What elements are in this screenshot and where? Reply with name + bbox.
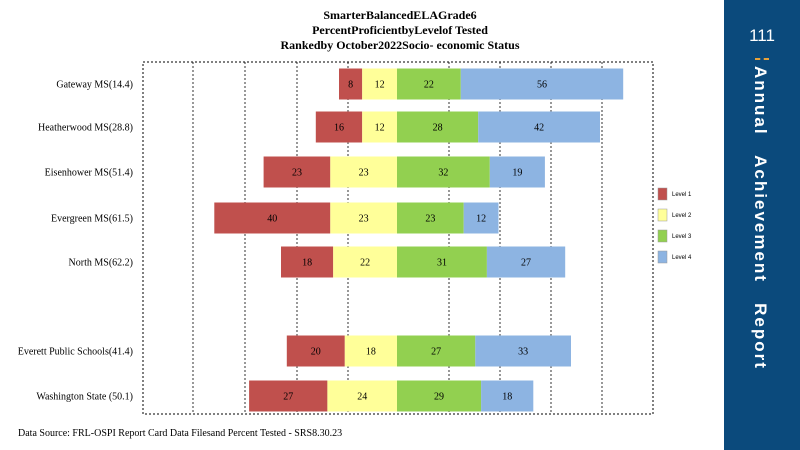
legend-swatch	[657, 229, 668, 243]
data-label: 22	[360, 258, 370, 269]
bar-level1	[339, 68, 363, 100]
data-label: 23	[425, 214, 435, 225]
plot-area-border	[142, 61, 654, 415]
data-label: 12	[375, 123, 385, 134]
legend: Level 1 Level 2 Level 3 Level 4	[657, 187, 692, 264]
bar-level3	[397, 156, 490, 188]
bar-level2	[362, 68, 397, 100]
chart-title-line-1: SmarterBalancedELAGrade6	[323, 8, 477, 22]
bar-level4	[475, 335, 571, 367]
category-label: Heatherwood MS(28.8)	[38, 123, 133, 134]
bar-level1	[263, 156, 331, 188]
data-label: 16	[334, 123, 344, 134]
data-label: 18	[502, 392, 512, 403]
data-label: 24	[357, 392, 367, 403]
data-label: 8	[348, 80, 353, 91]
bar-level3	[397, 202, 464, 234]
data-label: 23	[292, 168, 302, 179]
category-label: North MS(62.2)	[69, 258, 133, 269]
bar-level3	[397, 68, 461, 100]
bar-level1	[315, 111, 363, 143]
bar-level3	[397, 380, 482, 412]
data-label: 27	[521, 258, 531, 269]
data-label: 20	[311, 347, 321, 358]
bar-level4	[478, 111, 600, 143]
data-label: 19	[512, 168, 522, 179]
bar-level4	[481, 380, 534, 412]
data-label: 18	[366, 347, 376, 358]
category-label: Gateway MS(14.4)	[56, 80, 133, 91]
data-label: 40	[267, 214, 277, 225]
data-label: 22	[424, 80, 434, 91]
category-label: Everett Public Schools(41.4)	[18, 347, 133, 358]
data-label: 27	[283, 392, 293, 403]
category-label: Evergreen MS(61.5)	[51, 214, 133, 225]
data-label: 28	[433, 123, 443, 134]
bar-level4	[463, 202, 499, 234]
category-label: Washington State (50.1)	[36, 392, 133, 403]
legend-label: Level 3	[672, 234, 692, 240]
bar-level2	[327, 380, 397, 412]
bar-level2	[362, 111, 397, 143]
data-label: 23	[359, 168, 369, 179]
data-label: 32	[438, 168, 448, 179]
bar-level2	[333, 246, 397, 278]
legend-swatch	[657, 187, 668, 201]
report-title: Annual Achievement Report	[751, 66, 770, 370]
data-label: 23	[359, 214, 369, 225]
data-label: 56	[537, 80, 547, 91]
bar-level4	[486, 246, 566, 278]
sidebar: 111 Annual Achievement Report	[724, 0, 800, 450]
data-label: 29	[434, 392, 444, 403]
legend-swatch	[657, 250, 668, 264]
bar-level1	[286, 335, 345, 367]
data-label: 12	[476, 214, 486, 225]
bar-level2	[330, 202, 397, 234]
data-label: 33	[518, 347, 528, 358]
legend-label: Level 1	[672, 192, 692, 198]
data-label: 42	[534, 123, 544, 134]
page-number: 111	[749, 26, 775, 45]
page-accent-line	[755, 58, 769, 60]
bar-level1	[214, 202, 331, 234]
data-source-note: Data Source: FRL-OSPI Report Card Data F…	[18, 428, 343, 439]
data-label: 12	[375, 80, 385, 91]
bar-level1	[249, 380, 328, 412]
chart-title-line-2: PercentProficientbyLevelof Tested	[312, 23, 488, 37]
chart-title-line-3: Rankedby October2022Socio- economic Stat…	[280, 38, 520, 52]
bar-level3	[397, 111, 479, 143]
bar-level4	[460, 68, 624, 100]
data-label: 27	[431, 347, 441, 358]
bar-level1	[281, 246, 334, 278]
legend-label: Level 2	[672, 213, 692, 219]
bar-level3	[397, 335, 476, 367]
legend-swatch	[657, 208, 668, 222]
bar-level3	[397, 246, 487, 278]
bar-level4	[489, 156, 545, 188]
bar-level2	[330, 156, 397, 188]
category-label: Eisenhower MS(51.4)	[45, 168, 133, 179]
category-labels: Gateway MS(14.4) Heatherwood MS(28.8) Eise…	[18, 80, 133, 403]
bars: 8 12 22 56 16 12 28 42 23 23 32 19 40 23 23 12 18 22 31 27 2…	[214, 68, 624, 412]
data-label: 18	[302, 258, 312, 269]
data-label: 31	[437, 258, 447, 269]
legend-label: Level 4	[672, 255, 692, 261]
bar-level2	[344, 335, 397, 367]
